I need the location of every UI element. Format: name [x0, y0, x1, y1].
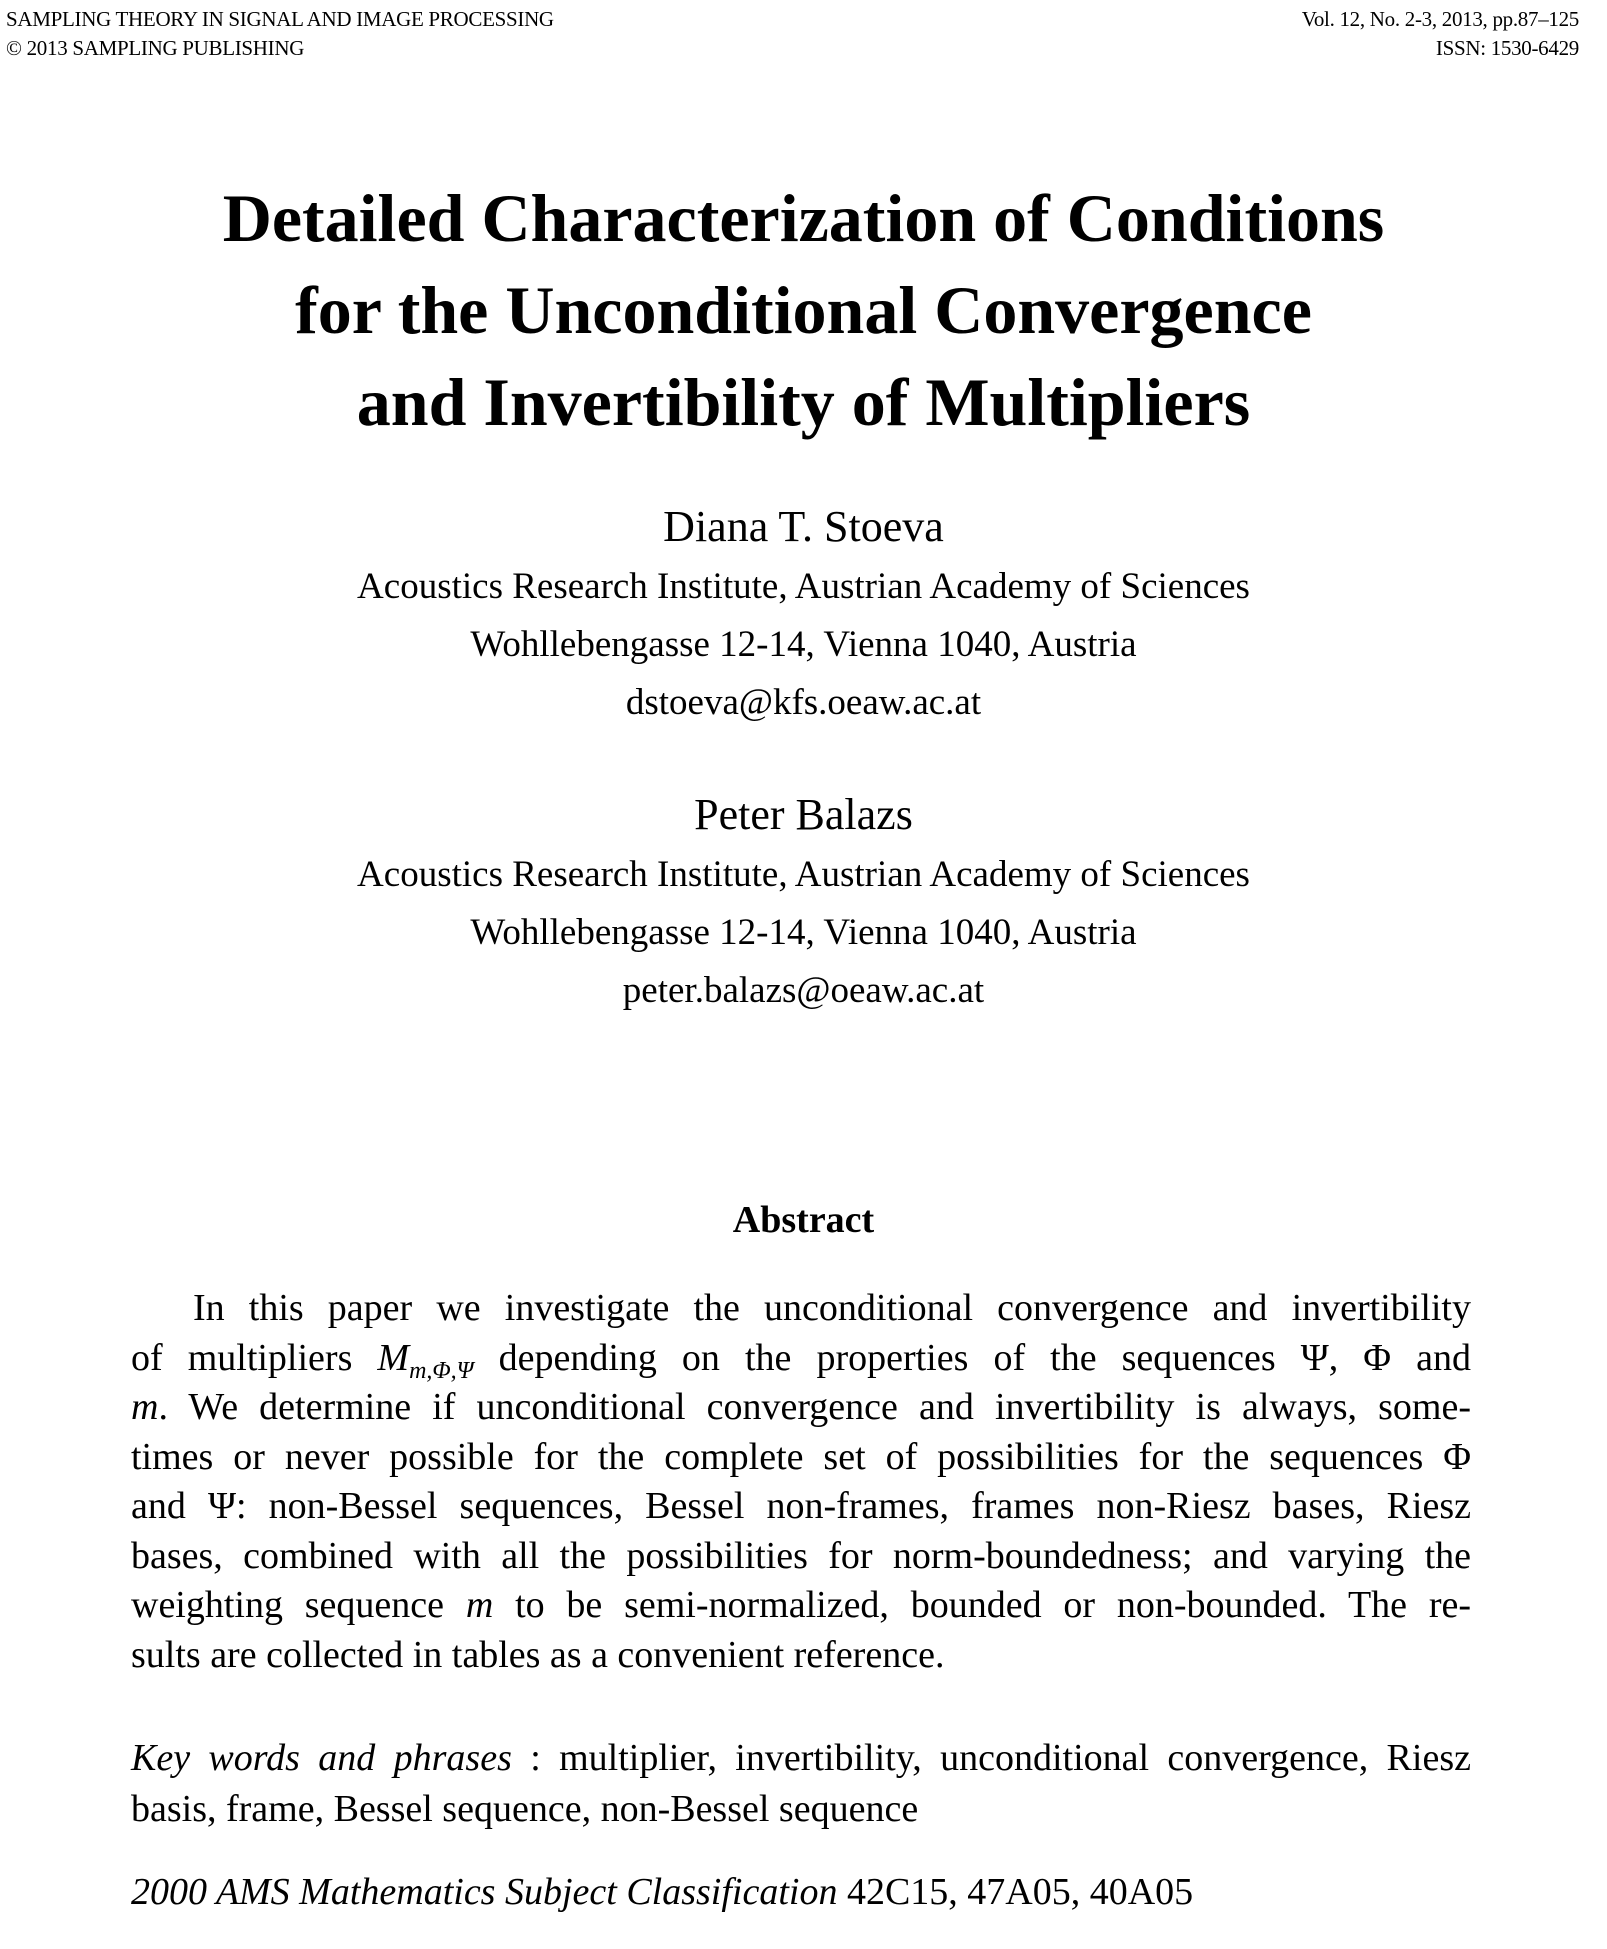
paper-title: Detailed Characterization of Conditions … — [0, 172, 1607, 448]
ams-label: 2000 AMS Mathematics Subject Classificat… — [131, 1871, 838, 1913]
running-header-right: Vol. 12, No. 2-3, 2013, pp.87–125 ISSN: … — [1301, 7, 1580, 65]
keywords-label: Key words and phrases — [131, 1737, 512, 1779]
math-symbol: m — [131, 1386, 159, 1428]
math-symbol: M — [377, 1336, 410, 1379]
abstract-line: sults are collected in tables as a conve… — [131, 1633, 945, 1676]
volume-info: Vol. 12, No. 2-3, 2013, pp.87–125 — [1301, 7, 1580, 31]
author-affiliation: Acoustics Research Institute, Austrian A… — [357, 854, 1250, 895]
keywords-text: multiplier, invertibility, unconditional… — [559, 1737, 1471, 1779]
abstract-line: of multipliers Mm,Φ,Ψ depending on the p… — [131, 1334, 1471, 1384]
author-block: Diana T. Stoeva Acoustics Research Insti… — [0, 498, 1607, 732]
text: weighting sequence — [131, 1584, 466, 1626]
author-email[interactable]: dstoeva@kfs.oeaw.ac.at — [625, 682, 982, 723]
issn: ISSN: 1530-6429 — [1435, 36, 1579, 60]
journal-name: SAMPLING THEORY IN SIGNAL AND IMAGE PROC… — [6, 7, 554, 31]
abstract-line: and Ψ: non-Bessel sequences, Bessel non-… — [131, 1485, 1471, 1527]
ams-classification: 2000 AMS Mathematics Subject Classificat… — [131, 1868, 1193, 1916]
author-block: Peter Balazs Acoustics Research Institut… — [0, 786, 1607, 1020]
keywords-separator: : — [511, 1737, 560, 1779]
author-affiliation: Acoustics Research Institute, Austrian A… — [357, 566, 1250, 607]
abstract-body: In this paper we investigate the uncondi… — [131, 1284, 1471, 1680]
author-address: Wohllebengasse 12-14, Vienna 1040, Austr… — [470, 624, 1137, 665]
math-symbol: m — [465, 1584, 494, 1626]
author-email[interactable]: peter.balazs@oeaw.ac.at — [622, 970, 985, 1011]
abstract-line: m. We determine if unconditional converg… — [131, 1383, 1471, 1433]
abstract-heading: Abstract — [732, 1199, 875, 1241]
author-address: Wohllebengasse 12-14, Vienna 1040, Austr… — [470, 912, 1137, 953]
math-subscript: m,Φ,Ψ — [409, 1358, 473, 1384]
keywords-line: Key words and phrases : multiplier, inve… — [131, 1733, 1471, 1784]
keywords: Key words and phrases : multiplier, inve… — [131, 1733, 1471, 1835]
subscript-text: m,Φ,Ψ — [409, 1357, 474, 1384]
abstract-line: times or never possible for the complete… — [131, 1435, 1471, 1478]
abstract-line: bases, combined with all the possibiliti… — [131, 1534, 1471, 1577]
keywords-line: basis, frame, Bessel sequence, non-Besse… — [131, 1788, 919, 1830]
title-line: Detailed Characterization of Conditions — [222, 180, 1385, 256]
ams-codes: 42C15, 47A05, 40A05 — [837, 1871, 1194, 1913]
copyright: © 2013 SAMPLING PUBLISHING — [6, 36, 305, 60]
text: to be semi-normalized, bounded or non-bo… — [493, 1584, 1471, 1626]
running-header-left: SAMPLING THEORY IN SIGNAL AND IMAGE PROC… — [6, 7, 554, 65]
title-line: and Invertibility of Multipliers — [356, 364, 1251, 440]
abstract-line: weighting sequence m to be semi-normaliz… — [131, 1581, 1471, 1631]
text: . We determine if unconditional converge… — [158, 1386, 1471, 1428]
abstract-line: In this paper we investigate the uncondi… — [193, 1287, 1471, 1329]
text: depending on the properties of the seque… — [473, 1336, 1471, 1379]
text: of multipliers — [131, 1336, 378, 1379]
author-name: Peter Balazs — [694, 790, 913, 839]
title-line: for the Unconditional Convergence — [295, 272, 1312, 348]
author-name: Diana T. Stoeva — [663, 502, 944, 551]
